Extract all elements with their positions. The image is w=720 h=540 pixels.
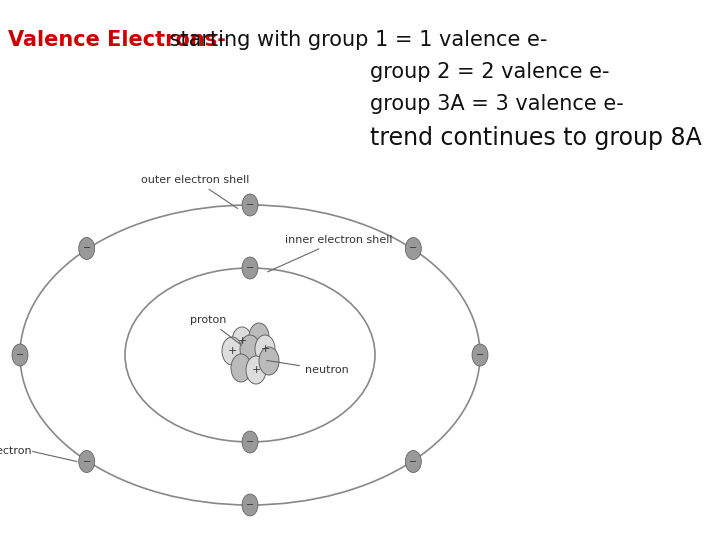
Text: −: − — [83, 456, 91, 467]
Ellipse shape — [242, 194, 258, 216]
Text: −: − — [409, 456, 418, 467]
Ellipse shape — [78, 450, 95, 472]
Text: +: + — [238, 336, 247, 346]
Text: trend continues to group 8A: trend continues to group 8A — [370, 126, 702, 150]
Ellipse shape — [405, 450, 421, 472]
Ellipse shape — [242, 257, 258, 279]
Text: −: − — [246, 263, 254, 273]
Text: inner electron shell: inner electron shell — [268, 235, 392, 272]
Text: +: + — [261, 344, 270, 354]
Text: −: − — [246, 437, 254, 447]
Ellipse shape — [222, 337, 242, 365]
Ellipse shape — [255, 335, 275, 363]
Ellipse shape — [231, 354, 251, 382]
Text: −: − — [476, 350, 484, 360]
Text: Valence Electrons-: Valence Electrons- — [8, 30, 226, 50]
Text: −: − — [246, 200, 254, 210]
Ellipse shape — [78, 238, 95, 260]
Text: electron: electron — [0, 447, 32, 456]
Ellipse shape — [249, 323, 269, 351]
Text: proton: proton — [190, 315, 242, 345]
Text: group 2 = 2 valence e-: group 2 = 2 valence e- — [370, 62, 610, 82]
Text: group 3A = 3 valence e-: group 3A = 3 valence e- — [370, 94, 624, 114]
Text: −: − — [83, 244, 91, 253]
Ellipse shape — [246, 356, 266, 384]
Text: +: + — [251, 365, 261, 375]
Ellipse shape — [405, 238, 421, 260]
Text: starting with group 1 = 1 valence e-: starting with group 1 = 1 valence e- — [163, 30, 547, 50]
Ellipse shape — [472, 344, 488, 366]
Text: +: + — [228, 346, 237, 356]
Ellipse shape — [242, 431, 258, 453]
Text: neutron: neutron — [266, 360, 348, 375]
Text: −: − — [409, 244, 418, 253]
Text: outer electron shell: outer electron shell — [141, 175, 249, 208]
Text: −: − — [246, 500, 254, 510]
Ellipse shape — [232, 327, 252, 355]
Text: −: − — [16, 350, 24, 360]
Ellipse shape — [240, 335, 260, 363]
Ellipse shape — [12, 344, 28, 366]
Ellipse shape — [242, 494, 258, 516]
Ellipse shape — [259, 347, 279, 375]
